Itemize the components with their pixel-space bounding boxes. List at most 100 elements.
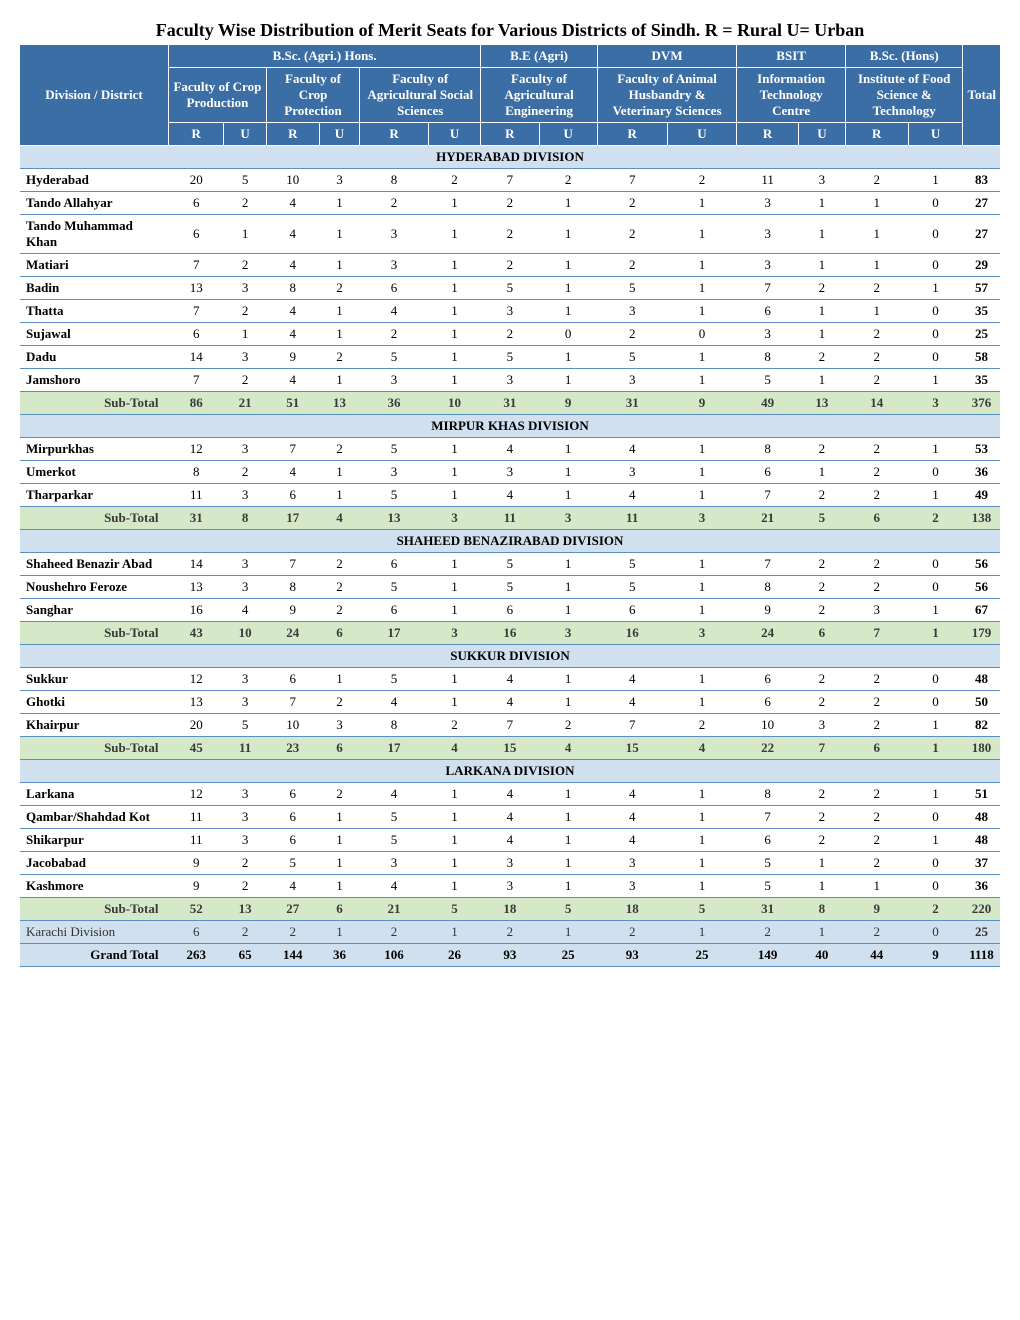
cell: 2 (224, 852, 266, 875)
cell: 1 (539, 553, 597, 576)
table-row: Matiari7241312121311029 (20, 254, 1000, 277)
cell: 1 (539, 484, 597, 507)
cell: 5 (597, 277, 667, 300)
cell: 4 (266, 300, 319, 323)
col-u: U (319, 123, 359, 146)
cell: 6 (737, 461, 799, 484)
cell: 3 (737, 254, 799, 277)
cell: 3 (798, 714, 845, 737)
cell: 1 (667, 484, 737, 507)
cell: 1 (428, 691, 480, 714)
subtotal-label: Sub-Total (20, 622, 169, 645)
cell: 18 (481, 898, 539, 921)
cell: 1 (428, 277, 480, 300)
col-u: U (428, 123, 480, 146)
row-total: 51 (963, 783, 1000, 806)
cell: 6 (360, 599, 429, 622)
row-total: 58 (963, 346, 1000, 369)
cell: 2 (319, 576, 359, 599)
cell: 3 (597, 852, 667, 875)
cell: 1 (845, 875, 908, 898)
cell: 6 (737, 668, 799, 691)
cell: 2 (597, 323, 667, 346)
cell: 2 (319, 346, 359, 369)
cell: 7 (266, 438, 319, 461)
cell: 25 (539, 944, 597, 967)
cell: 2 (319, 783, 359, 806)
cell: 1 (319, 192, 359, 215)
cell: 5 (360, 668, 429, 691)
cell: 0 (908, 300, 963, 323)
cell: 1 (667, 806, 737, 829)
cell: 3 (319, 714, 359, 737)
cell: 4 (224, 599, 266, 622)
subtotal-row: Sub-Total31817413311311321562138 (20, 507, 1000, 530)
cell: 1 (667, 576, 737, 599)
cell: 2 (597, 192, 667, 215)
cell: 1 (667, 277, 737, 300)
cell: 1 (798, 875, 845, 898)
cell: 5 (224, 714, 266, 737)
district-name: Mirpurkhas (20, 438, 169, 461)
cell: 2 (319, 599, 359, 622)
cell: 2 (224, 461, 266, 484)
cell: 9 (266, 346, 319, 369)
cell: 1 (667, 369, 737, 392)
district-name: Dadu (20, 346, 169, 369)
cell: 0 (908, 576, 963, 599)
cell: 4 (360, 875, 429, 898)
row-total: 56 (963, 576, 1000, 599)
table-row: Tando Muhammad Khan6141312121311027 (20, 215, 1000, 254)
cell: 1 (798, 254, 845, 277)
cell: 6 (169, 921, 224, 944)
cell: 7 (169, 369, 224, 392)
cell: 11 (481, 507, 539, 530)
cell: 0 (908, 215, 963, 254)
cell: 14 (845, 392, 908, 415)
table-row: Mirpurkhas12372514141822153 (20, 438, 1000, 461)
cell: 17 (360, 737, 429, 760)
cell: 1 (845, 192, 908, 215)
cell: 6 (319, 622, 359, 645)
cell: 149 (737, 944, 799, 967)
cell: 10 (224, 622, 266, 645)
cell: 2 (908, 507, 963, 530)
cell: 0 (908, 553, 963, 576)
row-total: 37 (963, 852, 1000, 875)
cell: 2 (360, 192, 429, 215)
cell: 8 (737, 438, 799, 461)
cell: 93 (481, 944, 539, 967)
cell: 31 (597, 392, 667, 415)
cell: 3 (597, 369, 667, 392)
row-total: 25 (963, 323, 1000, 346)
cell: 3 (360, 461, 429, 484)
cell: 25 (667, 944, 737, 967)
cell: 86 (169, 392, 224, 415)
cell: 1 (428, 300, 480, 323)
cell: 3 (360, 852, 429, 875)
cell: 1 (319, 875, 359, 898)
table-row: Sanghar16492616161923167 (20, 599, 1000, 622)
cell: 4 (597, 484, 667, 507)
cell: 31 (169, 507, 224, 530)
cell: 1 (539, 346, 597, 369)
table-row: Ghotki13372414141622050 (20, 691, 1000, 714)
cell: 4 (597, 438, 667, 461)
cell: 6 (266, 829, 319, 852)
table-row: Dadu14392515151822058 (20, 346, 1000, 369)
cell: 2 (798, 484, 845, 507)
grand-label: Grand Total (20, 944, 169, 967)
cell: 1 (539, 369, 597, 392)
cell: 8 (737, 346, 799, 369)
cell: 6 (798, 622, 845, 645)
division-band: SHAHEED BENAZIRABAD DIVISION (20, 530, 1000, 553)
cell: 3 (224, 484, 266, 507)
cell: 1 (428, 668, 480, 691)
col-u: U (224, 123, 266, 146)
cell: 18 (597, 898, 667, 921)
cell: 24 (737, 622, 799, 645)
cell: 1 (428, 576, 480, 599)
cell: 26 (428, 944, 480, 967)
division-band: HYDERABAD DIVISION (20, 146, 1000, 169)
cell: 12 (169, 438, 224, 461)
